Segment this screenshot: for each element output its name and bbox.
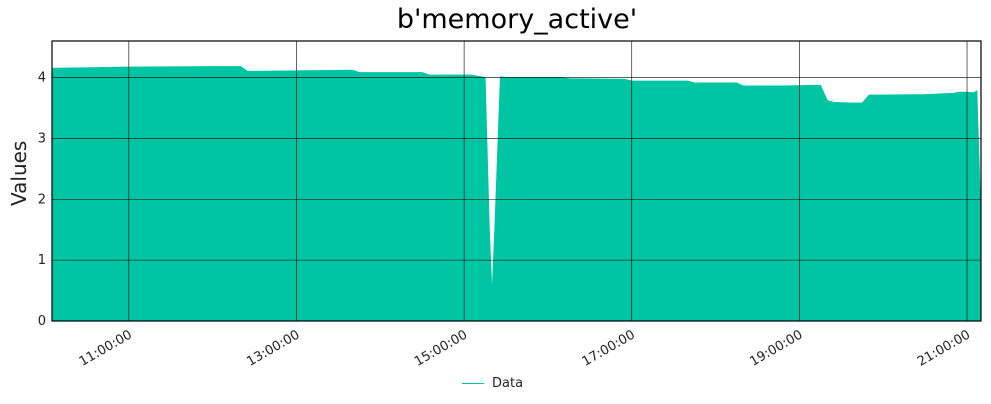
- legend-label: Data: [492, 375, 524, 391]
- y-tick-label: 0: [38, 314, 46, 329]
- x-tick-label: 19:00:00: [747, 327, 805, 369]
- y-tick-label: 4: [38, 71, 46, 86]
- x-tick-label: 17:00:00: [580, 327, 638, 369]
- legend-swatch: [462, 382, 484, 384]
- chart-title: b'memory_active': [396, 4, 638, 35]
- legend: Data: [462, 374, 523, 392]
- x-tick-label: 15:00:00: [412, 327, 470, 369]
- y-tick-label: 2: [38, 192, 46, 207]
- x-tick-label: 13:00:00: [244, 327, 302, 369]
- y-tick-label: 3: [38, 131, 46, 146]
- data-area: [51, 66, 982, 322]
- plot-frame: [51, 40, 982, 322]
- x-tick-label: 11:00:00: [77, 327, 135, 369]
- x-tick-label: 21:00:00: [915, 327, 973, 369]
- y-tick-label: 1: [38, 253, 46, 268]
